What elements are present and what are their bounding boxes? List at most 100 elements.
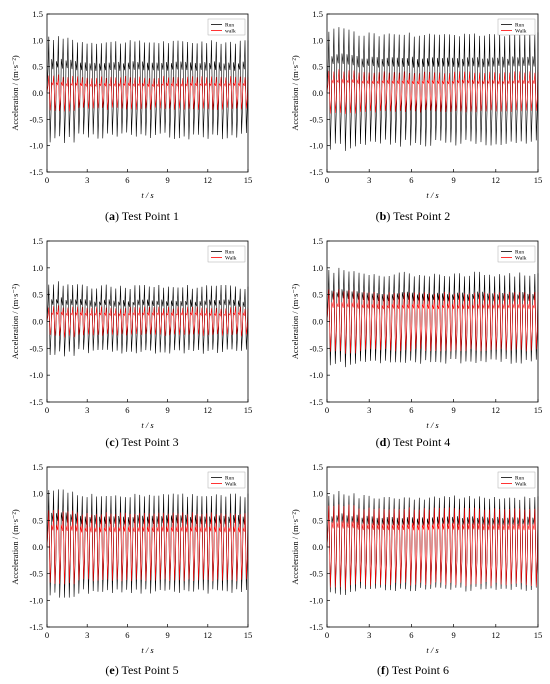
series-line-walk bbox=[46, 509, 249, 585]
legend-box bbox=[497, 245, 536, 263]
y-tick-label: 0.0 bbox=[312, 88, 323, 98]
y-tick-label: -1.0 bbox=[310, 141, 323, 151]
chart-panel-d: -1.5 -1.0 -0.5 0.0 0.5 1.0 1.5 0 3 6 9 12 15 t / s Acc… bbox=[290, 236, 542, 449]
y-tick-label: -1.0 bbox=[30, 370, 43, 380]
y-tick-label: 0.5 bbox=[32, 290, 43, 300]
x-tick-label: 15 bbox=[534, 175, 543, 185]
series-line-walk bbox=[326, 504, 539, 590]
legend-box bbox=[207, 471, 246, 489]
legend-box bbox=[497, 471, 536, 489]
y-tick-label: 0.0 bbox=[32, 88, 43, 98]
y-tick-label: 1.5 bbox=[312, 9, 323, 19]
y-axis-label: Acceleration / (m·s⁻²) bbox=[10, 509, 20, 585]
y-tick-label: -1.0 bbox=[30, 595, 43, 605]
y-axis-label: Acceleration / (m·s⁻²) bbox=[10, 284, 20, 360]
y-tick-label: -0.5 bbox=[30, 114, 43, 124]
y-axis-label: Acceleration / (m·s⁻²) bbox=[10, 55, 20, 131]
chart-panel-c: -1.5 -1.0 -0.5 0.0 0.5 1.0 1.5 0 3 6 9 12 15 t / s Acc… bbox=[10, 236, 252, 449]
y-axis-label: Acceleration / (m·s⁻²) bbox=[290, 509, 300, 585]
x-tick-label: 12 bbox=[492, 405, 501, 415]
panel-caption: (d) Test Point 4 bbox=[376, 435, 451, 449]
panel-caption: (a) Test Point 1 bbox=[105, 209, 179, 223]
plot-frame bbox=[326, 13, 539, 173]
y-tick-label: -1.5 bbox=[310, 622, 323, 632]
legend-label-run: Run bbox=[515, 250, 524, 256]
y-tick-label: 0.5 bbox=[32, 515, 43, 525]
x-tick-label: 9 bbox=[165, 630, 169, 640]
legend-label-walk: Walk bbox=[515, 482, 527, 488]
y-tick-label: 1.5 bbox=[32, 462, 43, 472]
plot-frame bbox=[46, 466, 249, 628]
plot-frame bbox=[46, 13, 249, 173]
x-axis-label: t / s bbox=[141, 190, 154, 200]
x-tick-label: 3 bbox=[85, 175, 89, 185]
y-tick-label: 1.0 bbox=[312, 489, 323, 499]
x-tick-label: 12 bbox=[204, 630, 213, 640]
y-tick-label: 0.0 bbox=[32, 542, 43, 552]
y-axis-label: Acceleration / (m·s⁻²) bbox=[290, 284, 300, 360]
plot-frame bbox=[326, 240, 539, 403]
y-tick-label: -1.0 bbox=[310, 370, 323, 380]
x-tick-label: 0 bbox=[325, 405, 329, 415]
x-tick-label: 0 bbox=[45, 175, 49, 185]
y-tick-label: -1.5 bbox=[310, 397, 323, 407]
y-tick-label: -1.5 bbox=[30, 622, 43, 632]
x-tick-label: 0 bbox=[325, 175, 329, 185]
panel-caption: (b) Test Point 2 bbox=[376, 209, 451, 223]
plot-frame bbox=[326, 466, 539, 628]
panel-caption: (e) Test Point 5 bbox=[105, 663, 178, 677]
legend-label-run: Run bbox=[515, 23, 524, 29]
legend-box bbox=[497, 18, 536, 36]
y-tick-label: 0.5 bbox=[312, 62, 323, 72]
x-tick-label: 6 bbox=[125, 630, 129, 640]
legend-label-walk: Walk bbox=[225, 256, 237, 262]
y-tick-label: -0.5 bbox=[310, 569, 323, 579]
series-line-walk bbox=[46, 74, 249, 112]
x-tick-label: 9 bbox=[451, 630, 455, 640]
x-tick-label: 0 bbox=[45, 405, 49, 415]
x-tick-label: 9 bbox=[451, 175, 455, 185]
legend-label-walk: Walk bbox=[225, 482, 237, 488]
series-line-run bbox=[326, 27, 539, 151]
y-tick-label: 1.0 bbox=[312, 35, 323, 45]
panel-caption: (c) Test Point 3 bbox=[105, 435, 178, 449]
x-tick-label: 6 bbox=[409, 175, 413, 185]
x-tick-label: 6 bbox=[409, 630, 413, 640]
chart-panel-f: -1.5 -1.0 -0.5 0.0 0.5 1.0 1.5 0 3 6 9 12 15 t / s Acc… bbox=[290, 462, 542, 677]
series-line-walk bbox=[326, 69, 539, 115]
y-tick-label: -1.5 bbox=[30, 167, 43, 177]
x-axis-label: t / s bbox=[141, 420, 154, 430]
x-tick-label: 12 bbox=[204, 175, 213, 185]
x-tick-label: 15 bbox=[244, 175, 253, 185]
x-tick-label: 9 bbox=[165, 175, 169, 185]
x-tick-label: 3 bbox=[85, 630, 89, 640]
x-tick-label: 3 bbox=[367, 175, 371, 185]
y-tick-label: -1.0 bbox=[310, 595, 323, 605]
legend-label-run: Run bbox=[225, 250, 234, 256]
x-tick-label: 6 bbox=[125, 405, 129, 415]
y-tick-label: 1.0 bbox=[32, 263, 43, 273]
y-tick-label: 1.5 bbox=[32, 9, 43, 19]
y-tick-label: 0.0 bbox=[312, 317, 323, 327]
x-tick-label: 0 bbox=[45, 630, 49, 640]
y-tick-label: 0.0 bbox=[32, 317, 43, 327]
series-line-walk bbox=[326, 289, 539, 354]
chart-panel-e: -1.5 -1.0 -0.5 0.0 0.5 1.0 1.5 0 3 6 9 12 15 t / s Acc… bbox=[10, 462, 252, 677]
y-tick-label: -1.5 bbox=[30, 397, 43, 407]
legend-label-run: Run bbox=[515, 476, 524, 482]
series-line-run bbox=[46, 489, 249, 598]
x-tick-label: 3 bbox=[85, 405, 89, 415]
y-tick-label: 1.0 bbox=[32, 489, 43, 499]
y-tick-label: 0.5 bbox=[312, 515, 323, 525]
y-tick-label: -0.5 bbox=[310, 114, 323, 124]
legend-label-walk: walk bbox=[225, 29, 236, 35]
x-tick-label: 15 bbox=[534, 405, 543, 415]
x-tick-label: 15 bbox=[534, 630, 543, 640]
x-tick-label: 15 bbox=[244, 405, 253, 415]
x-axis-label: t / s bbox=[141, 645, 154, 655]
legend-label-run: Run bbox=[225, 23, 234, 29]
x-tick-label: 15 bbox=[244, 630, 253, 640]
plot-frame bbox=[46, 240, 249, 403]
x-axis-label: t / s bbox=[426, 420, 439, 430]
x-axis-label: t / s bbox=[426, 645, 439, 655]
